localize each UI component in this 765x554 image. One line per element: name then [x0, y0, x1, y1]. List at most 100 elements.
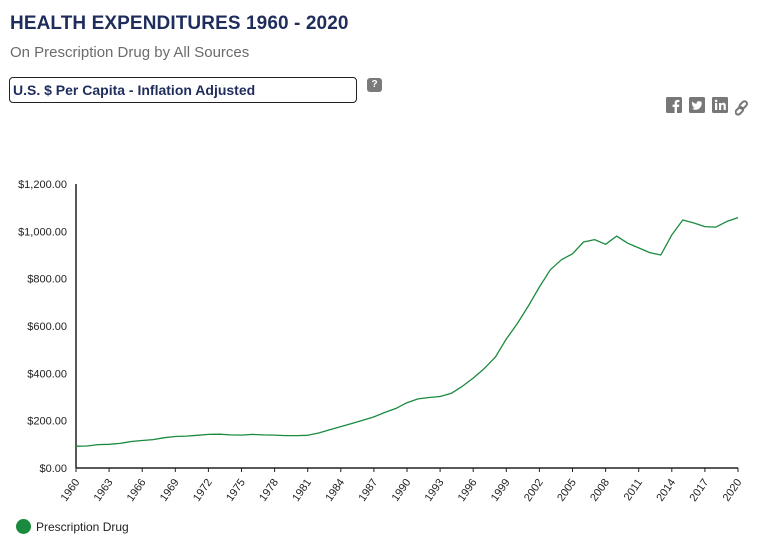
data-point[interactable]: [582, 240, 586, 244]
data-point[interactable]: [184, 434, 188, 438]
data-point[interactable]: [593, 238, 597, 242]
data-point[interactable]: [195, 433, 199, 437]
data-point[interactable]: [217, 432, 221, 436]
linkedin-icon[interactable]: [712, 97, 728, 113]
data-point[interactable]: [85, 444, 89, 448]
data-point[interactable]: [670, 233, 674, 237]
link-icon[interactable]: [735, 100, 751, 116]
data-point[interactable]: [350, 422, 354, 426]
data-point[interactable]: [438, 395, 442, 399]
x-tick-label: 1993: [423, 477, 447, 504]
x-tick-label: 1990: [390, 477, 414, 504]
x-tick-label: 1969: [158, 477, 182, 504]
y-tick-label: $0.00: [39, 463, 67, 475]
data-point[interactable]: [251, 432, 255, 436]
data-point[interactable]: [515, 322, 519, 326]
data-point[interactable]: [692, 221, 696, 225]
data-point[interactable]: [526, 304, 530, 308]
x-tick-label: 2017: [687, 477, 711, 504]
data-point[interactable]: [361, 418, 365, 422]
chart: $0.00 $200.00 $400.00 $600.00 $800.00 $1,000.…: [18, 179, 745, 504]
y-tick-label: $1,000.00: [18, 226, 67, 238]
data-point[interactable]: [96, 443, 100, 447]
page-subtitle: On Prescription Drug by All Sources: [10, 44, 250, 61]
x-tick-label: 1978: [257, 477, 281, 504]
data-point[interactable]: [394, 406, 398, 410]
data-point[interactable]: [74, 444, 78, 448]
measure-select[interactable]: U.S. $ Per Capita - Inflation Adjusted: [9, 77, 357, 103]
data-point[interactable]: [284, 434, 288, 438]
data-point[interactable]: [681, 218, 685, 222]
data-point[interactable]: [648, 251, 652, 255]
data-point[interactable]: [615, 234, 619, 238]
data-point[interactable]: [504, 337, 508, 341]
data-point[interactable]: [240, 433, 244, 437]
x-tick-label: 1966: [125, 477, 149, 504]
y-tick-label: $200.00: [27, 416, 67, 428]
data-point[interactable]: [405, 401, 409, 405]
data-point[interactable]: [471, 376, 475, 380]
x-tick-label: 1960: [59, 477, 83, 504]
x-tick-label: 1987: [356, 477, 380, 504]
data-point[interactable]: [295, 434, 299, 438]
x-tick-label: 2011: [622, 477, 645, 503]
data-point[interactable]: [736, 216, 740, 220]
data-point[interactable]: [482, 367, 486, 371]
x-tick-label: 2020: [721, 477, 745, 504]
x-tick-label: 2008: [588, 477, 612, 504]
twitter-icon[interactable]: [689, 97, 705, 113]
x-tick-label: 1975: [224, 477, 248, 504]
facebook-icon[interactable]: [666, 97, 682, 113]
data-point[interactable]: [383, 410, 387, 414]
data-point[interactable]: [228, 433, 232, 437]
data-point[interactable]: [725, 219, 729, 223]
data-point[interactable]: [637, 246, 641, 250]
x-tick-label: 2005: [555, 477, 579, 504]
data-point[interactable]: [703, 225, 707, 229]
x-tick-label: 1999: [489, 477, 513, 504]
data-point[interactable]: [427, 395, 431, 399]
data-point[interactable]: [372, 415, 376, 419]
series-line-prescription-drug[interactable]: [75, 216, 739, 447]
data-point[interactable]: [162, 436, 166, 440]
data-point[interactable]: [140, 439, 144, 443]
data-point[interactable]: [493, 355, 497, 359]
page-title: HEALTH EXPENDITURES 1960 - 2020: [10, 13, 349, 34]
data-point[interactable]: [714, 225, 718, 229]
data-point[interactable]: [273, 433, 277, 437]
data-point[interactable]: [262, 433, 266, 437]
x-tick-label: 1981: [290, 477, 314, 504]
x-tick-label: 1972: [191, 477, 215, 504]
data-point[interactable]: [107, 442, 111, 446]
data-point[interactable]: [173, 435, 177, 439]
data-point[interactable]: [416, 397, 420, 401]
legend: Prescription Drug: [16, 519, 129, 534]
x-tick-label: 1963: [92, 477, 116, 504]
data-point[interactable]: [559, 258, 563, 262]
data-point[interactable]: [317, 431, 321, 435]
data-point[interactable]: [206, 432, 210, 436]
data-point[interactable]: [659, 253, 663, 257]
y-tick-label: $400.00: [27, 368, 67, 380]
y-tick-label: $800.00: [27, 274, 67, 286]
data-point[interactable]: [306, 433, 310, 437]
data-point[interactable]: [604, 242, 608, 246]
y-tick-label: $1,200.00: [18, 179, 67, 191]
data-point[interactable]: [129, 439, 133, 443]
data-point[interactable]: [460, 384, 464, 388]
help-icon[interactable]: ?: [367, 78, 382, 92]
x-tick-label: 2014: [654, 477, 678, 504]
y-tick-label: $600.00: [27, 321, 67, 333]
x-tick-label: 2002: [522, 477, 546, 504]
data-point[interactable]: [548, 268, 552, 272]
data-point[interactable]: [339, 425, 343, 429]
data-point[interactable]: [571, 252, 575, 256]
data-point[interactable]: [449, 391, 453, 395]
data-point[interactable]: [151, 438, 155, 442]
data-point[interactable]: [626, 241, 630, 245]
data-point[interactable]: [328, 428, 332, 432]
x-tick-label: 1996: [456, 477, 480, 504]
data-point[interactable]: [537, 285, 541, 289]
x-tick-label: 1984: [323, 477, 347, 504]
data-point[interactable]: [118, 441, 122, 445]
